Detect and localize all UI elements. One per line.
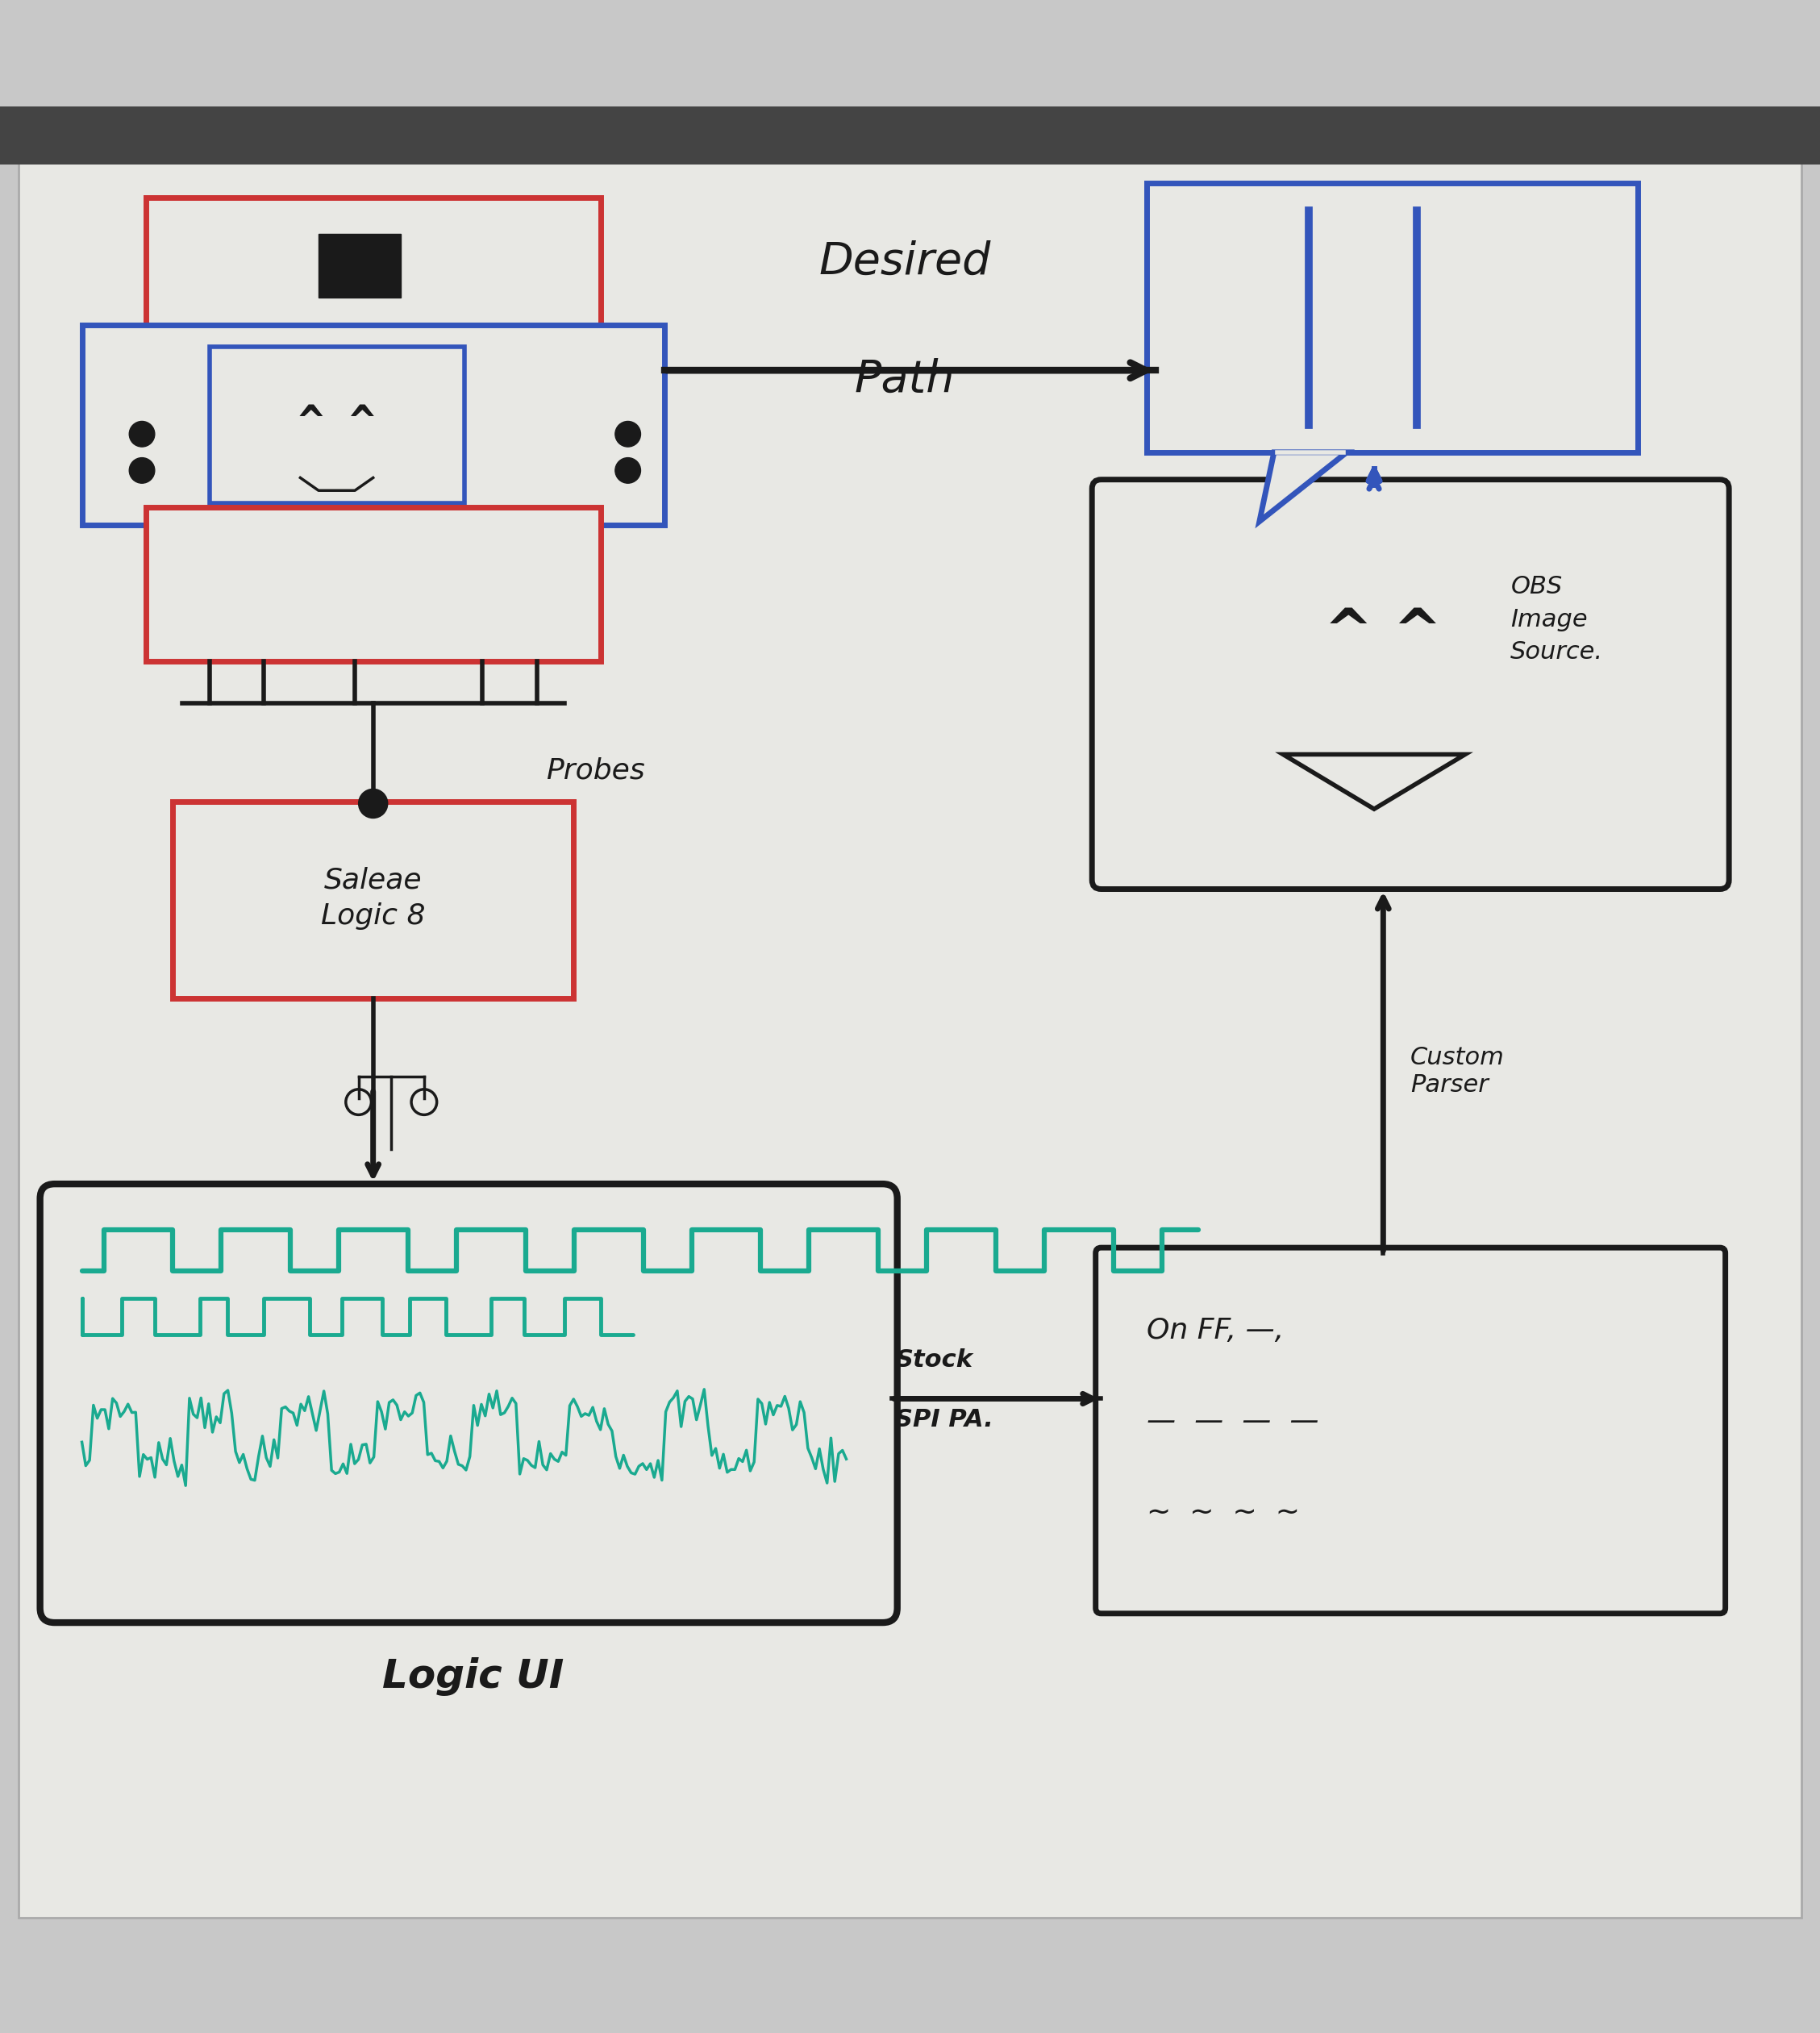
- Circle shape: [615, 457, 641, 484]
- Circle shape: [129, 457, 155, 484]
- Bar: [146, 506, 601, 661]
- FancyBboxPatch shape: [18, 124, 1802, 1917]
- Circle shape: [129, 421, 155, 447]
- FancyBboxPatch shape: [40, 1183, 897, 1622]
- Text: ^ ^: ^ ^: [1325, 606, 1441, 663]
- FancyBboxPatch shape: [1092, 480, 1729, 888]
- Text: SPI PA.: SPI PA.: [895, 1407, 994, 1431]
- Text: ^ ^: ^ ^: [298, 403, 375, 443]
- Circle shape: [615, 421, 641, 447]
- Text: On FF, —,: On FF, —,: [1147, 1317, 1283, 1344]
- Text: —  —  —  —: — — — —: [1147, 1407, 1320, 1435]
- Polygon shape: [1259, 451, 1347, 520]
- Text: Custom
Parser: Custom Parser: [1410, 1045, 1505, 1096]
- Bar: [82, 325, 664, 525]
- Text: Stock: Stock: [895, 1348, 974, 1372]
- Text: Probes: Probes: [546, 756, 644, 785]
- Bar: [1147, 183, 1638, 451]
- Text: Path: Path: [854, 358, 956, 401]
- Circle shape: [359, 789, 388, 817]
- Bar: [146, 197, 601, 370]
- Text: ∼  ∼  ∼  ∼: ∼ ∼ ∼ ∼: [1147, 1498, 1299, 1527]
- Text: Desired: Desired: [819, 240, 990, 283]
- Text: Saleae
Logic 8: Saleae Logic 8: [320, 866, 426, 929]
- FancyBboxPatch shape: [1096, 1248, 1725, 1614]
- Bar: [318, 234, 400, 297]
- Text: Logic UI: Logic UI: [382, 1657, 564, 1696]
- Bar: [209, 348, 464, 504]
- Text: OBS
Image
Source.: OBS Image Source.: [1511, 575, 1603, 665]
- Bar: [0, 106, 1820, 165]
- Bar: [173, 801, 573, 998]
